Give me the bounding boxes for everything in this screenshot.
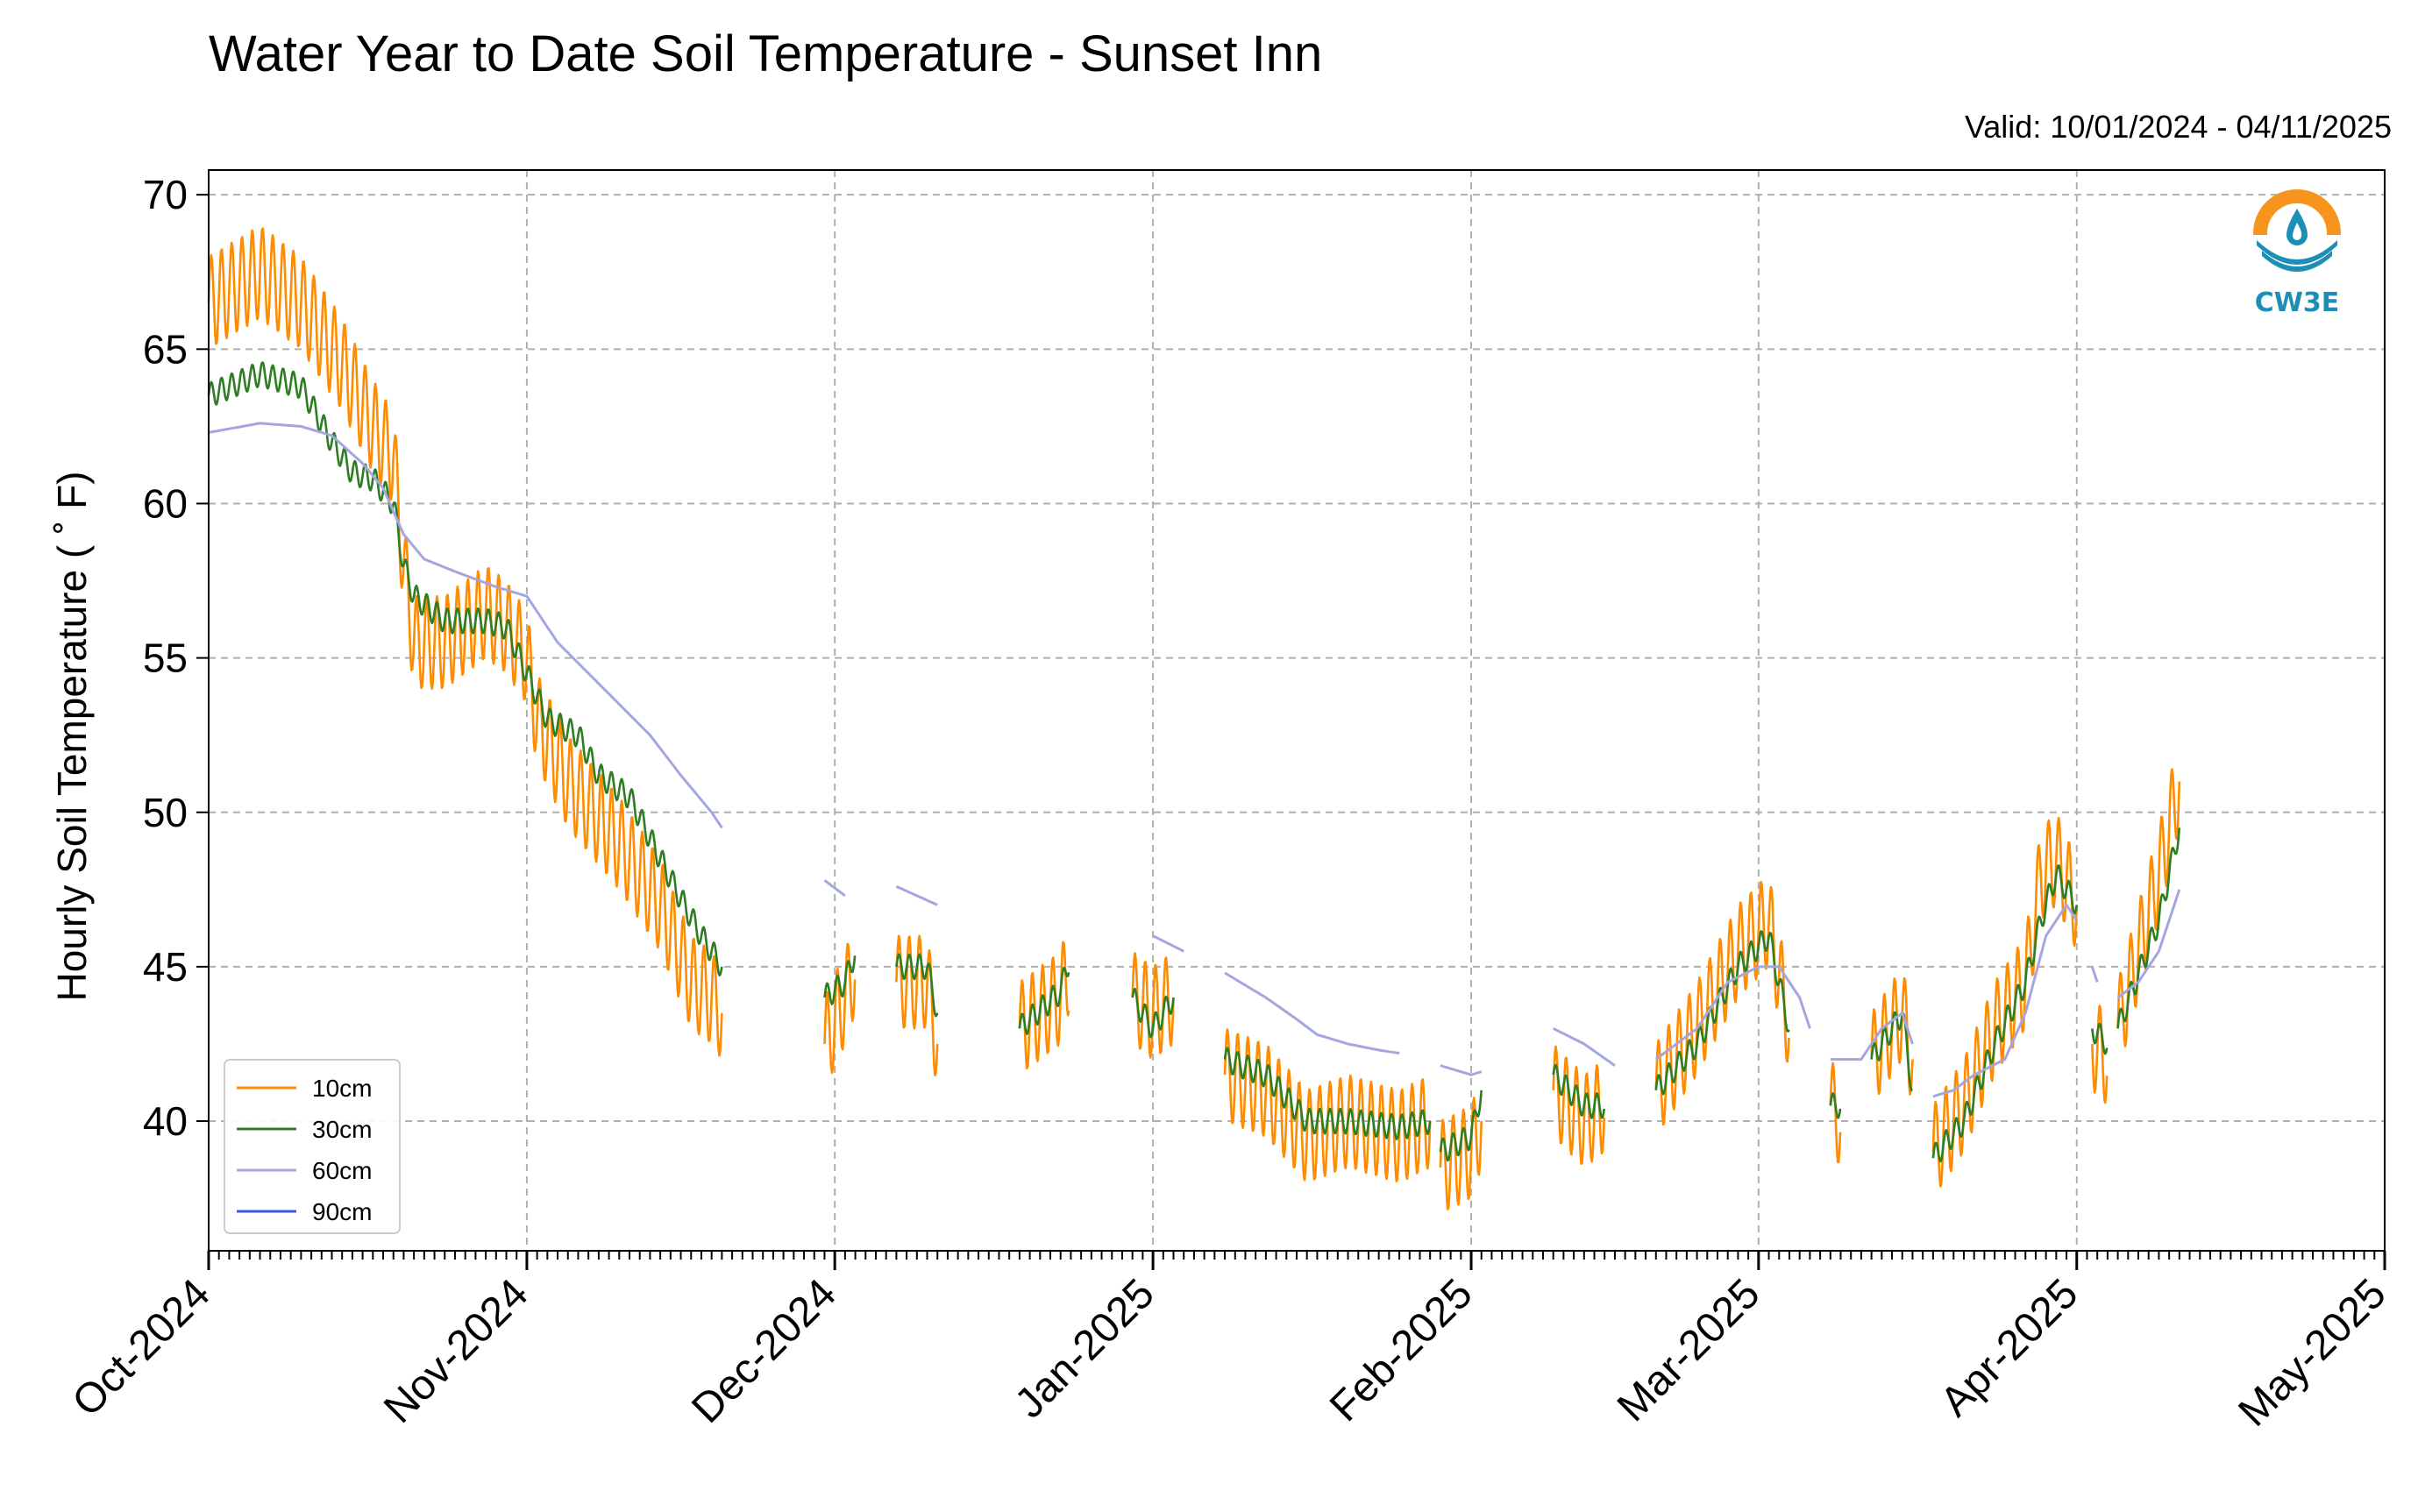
legend: 10cm 30cm 60cm 90cm bbox=[224, 1059, 401, 1234]
series-line-30cm bbox=[1552, 1063, 1606, 1119]
series-line-10cm bbox=[895, 934, 939, 1077]
series-line-60cm bbox=[823, 879, 846, 898]
series-line-10cm bbox=[1654, 880, 1790, 1126]
y-tick-label: 60 bbox=[143, 480, 188, 526]
chart-subtitle: Valid: 10/01/2024 - 04/11/2025 bbox=[1964, 109, 2392, 145]
x-tick-label: Feb-2025 bbox=[1321, 1270, 1482, 1430]
series-line-10cm bbox=[1439, 1097, 1483, 1210]
series-line-60cm bbox=[208, 422, 723, 829]
series-line-60cm bbox=[895, 884, 938, 906]
series-line-10cm bbox=[1552, 1045, 1606, 1165]
series-line-30cm bbox=[207, 361, 723, 976]
series-line-10cm bbox=[2091, 1004, 2109, 1104]
cw3e-logo: CW3E bbox=[2244, 184, 2350, 318]
y-tick-label: 40 bbox=[143, 1098, 188, 1144]
y-tick-label: 55 bbox=[143, 635, 188, 681]
series-line-30cm bbox=[1654, 930, 1790, 1096]
series-line-60cm bbox=[1932, 903, 2079, 1098]
y-tick-label: 70 bbox=[143, 172, 188, 217]
series-line-60cm bbox=[1224, 971, 1400, 1054]
legend-label: 30cm bbox=[312, 1116, 372, 1143]
series-line-30cm bbox=[2091, 1022, 2109, 1055]
x-tick-label: Apr-2025 bbox=[1931, 1270, 2087, 1425]
series-line-60cm bbox=[1553, 1027, 1616, 1067]
series-line-30cm bbox=[1439, 1090, 1483, 1162]
series-line-30cm bbox=[823, 955, 857, 1005]
legend-box bbox=[224, 1059, 401, 1234]
series-line-30cm bbox=[2116, 827, 2181, 1029]
series-line-60cm bbox=[2116, 889, 2181, 999]
series-line-10cm bbox=[1131, 952, 1175, 1059]
x-tick-label: May-2025 bbox=[2230, 1270, 2394, 1435]
series-line-60cm bbox=[1440, 1064, 1483, 1076]
series-line-60cm bbox=[1152, 934, 1184, 953]
x-tick-label: Jan-2025 bbox=[1006, 1270, 1163, 1427]
series-line-60cm bbox=[1654, 965, 1811, 1061]
series-line-30cm bbox=[1223, 1047, 1432, 1140]
legend-label: 60cm bbox=[312, 1157, 372, 1184]
series-line-30cm bbox=[1931, 864, 2079, 1163]
series-line-30cm bbox=[1829, 1092, 1842, 1119]
chart-title: Water Year to Date Soil Temperature - Su… bbox=[209, 25, 1323, 82]
tick-layer: 40 45 50 55 60 65 70 Oct-2024 Nov-2024 Dec-2024 Ja… bbox=[64, 172, 2395, 1436]
series-layer bbox=[207, 227, 2181, 1210]
x-tick-label: Dec-2024 bbox=[683, 1270, 845, 1432]
plot-frame bbox=[208, 169, 2386, 1252]
y-tick-label: 65 bbox=[143, 326, 188, 372]
x-tick-label: Nov-2024 bbox=[375, 1270, 537, 1432]
grid-layer bbox=[209, 170, 2385, 1251]
x-tick-label: Mar-2025 bbox=[1609, 1270, 1769, 1430]
series-line-30cm bbox=[1018, 966, 1070, 1035]
y-tick-label: 50 bbox=[143, 790, 188, 835]
series-line-60cm bbox=[2090, 966, 2099, 983]
legend-label: 90cm bbox=[312, 1198, 372, 1225]
series-line-30cm bbox=[895, 953, 939, 1018]
y-tick-label: 45 bbox=[143, 944, 188, 990]
minor-ticks bbox=[208, 1251, 2386, 1260]
series-line-30cm bbox=[1131, 988, 1175, 1039]
cw3e-logo-icon bbox=[2253, 189, 2341, 280]
cw3e-logo-text: CW3E bbox=[2254, 287, 2340, 318]
series-line-30cm bbox=[1870, 1011, 1913, 1092]
series-line-10cm bbox=[207, 227, 723, 1057]
series-line-60cm bbox=[1830, 1012, 1914, 1061]
series-line-10cm bbox=[823, 942, 857, 1075]
x-tick-label: Oct-2024 bbox=[64, 1270, 219, 1425]
legend-label: 10cm bbox=[312, 1075, 372, 1102]
